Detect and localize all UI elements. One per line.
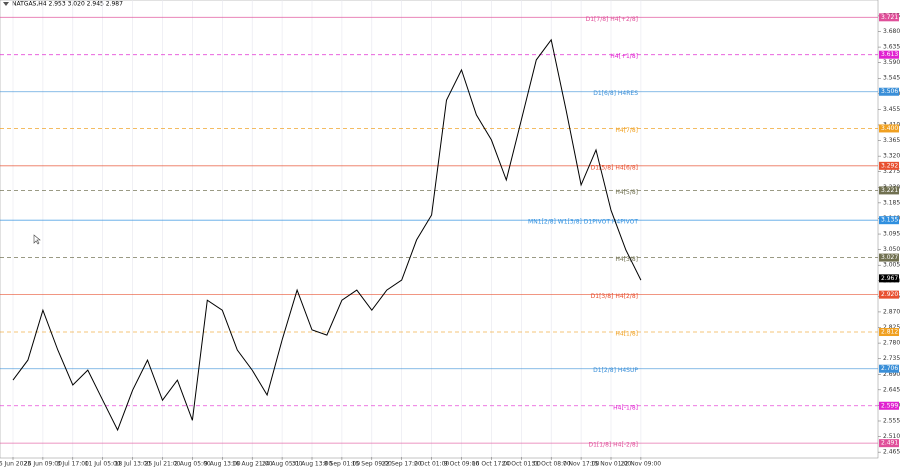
y-tick-label: 2.555 [883,417,900,424]
price-tag [879,50,899,59]
price-tag-label: 3.135 [881,217,898,224]
current-price-tag [879,274,899,283]
x-tick-label: 3 Jul 17:00 [57,461,89,468]
y-tick-label: 3.680 [883,28,900,35]
price-tag-label: 2.599 [881,402,898,409]
y-tick-label: 2.690 [883,371,900,378]
price-tag-label: 2.706 [881,365,898,372]
x-tick-label: 18 Jul 13:00 [115,461,151,468]
y-tick-label: 2.645 [883,386,900,393]
y-tick-label: 2.465 [883,449,900,456]
price-tag-label: 2.491 [881,440,898,447]
x-tick-label: 16 Aug 21:00 [232,461,273,468]
price-tag [879,328,899,337]
price-line [12,38,642,432]
x-tick-label: 15 Nov 01:00 [591,461,632,468]
y-tick-label: 3.455 [883,106,900,113]
x-tick-label: 7 Nov 17:00 [563,461,600,468]
y-tick-label: 2.780 [883,340,900,347]
price-tag-label: 3.506 [881,88,898,95]
price-tag [879,186,899,195]
y-tick-label: 3.005 [883,262,900,269]
x-tick-label: 22 Sep 17:00 [382,461,422,468]
y-tick-label: 3.545 [883,75,900,82]
x-tick-label: 31 Aug 13:00 [292,461,333,468]
x-tick-label: 2 Aug 05:00 [174,461,211,468]
price-tag [879,124,899,133]
y-tick-label: 3.275 [883,168,900,175]
x-tick-label: 24 Oct 01:00 [502,461,541,468]
x-tick-label: 9 Aug 13:00 [204,461,241,468]
y-tick-label: 3.320 [883,153,900,160]
chart-title: NATGAS,H4 2.953 3.020 2.945 2.987 [12,1,123,8]
symbol-icon [3,2,9,6]
plot-frame [0,0,879,459]
x-tick-label: 16 Jun 2023 [0,461,31,468]
price-tag [879,439,899,448]
level-label: H4[7/8] [615,127,638,134]
level-label: H4[+1/8] [610,53,638,60]
y-tick-label: 3.365 [883,137,900,144]
y-tick-label: 2.735 [883,355,900,362]
level-label: H4[-1/8] [613,404,638,411]
level-label: D1[2/8] H4SUP [593,367,638,374]
x-tick-label: 15 Sep 09:00 [352,461,392,468]
y-tick-label: 3.095 [883,231,900,238]
price-tag-label: 3.221 [881,187,898,194]
price-tag [879,161,899,170]
x-tick-label: 2 Oct 01:00 [414,461,449,468]
price-tag-label: 2.812 [881,329,898,336]
level-label: MN1[2/8] W1[3/8] D1PIVOT H4PIVOT [528,219,638,226]
x-tick-label: 11 Jul 05:00 [85,461,121,468]
level-label: H4[1/8] [615,331,638,338]
y-tick-label: 3.050 [883,246,900,253]
price-tag-label: 3.613 [881,51,898,58]
price-tag [879,290,899,299]
price-tag-label: 2.920 [881,291,898,298]
level-label: D1[6/8] H4RES [593,90,638,97]
level-label: D1[1/8] H4[-2/8] [588,442,638,449]
price-tag [879,87,899,96]
price-tag-label: 3.292 [881,162,898,169]
level-label: H4[3/8] [615,256,638,263]
price-tag [879,216,899,225]
y-tick-label: 2.825 [883,324,900,331]
y-tick-label: 3.635 [883,44,900,51]
y-tick-label: 3.185 [883,199,900,206]
price-tag-label: 3.400 [881,125,898,132]
price-tag [879,13,899,22]
x-tick-label: 9 Oct 09:00 [444,461,479,468]
x-tick-label: 31 Oct 08:00 [532,461,571,468]
price-tag [879,253,899,262]
mouse-cursor [33,234,41,245]
x-tick-label: 22 Nov 09:00 [621,461,662,468]
x-tick-label: 25 Jul 21:00 [145,461,181,468]
price-tag-label: 3.027 [881,254,898,261]
level-label: D1[7/8] H4[+2/8] [586,16,638,23]
level-label: D1[5/8] H4[6/8] [591,164,638,171]
x-tick-label: 24 Aug 05:00 [262,461,303,468]
price-tag-label: 3.721 [881,14,898,21]
x-tick-label: 8 Sep 01:00 [324,461,360,468]
x-tick-label: 26 Jun 09:00 [24,461,62,468]
current-price-label: 2.967 [881,275,898,282]
x-tick-label: 16 Oct 17:00 [472,461,511,468]
level-label: H4[5/8] [615,189,638,196]
y-tick-label: 2.510 [883,433,900,440]
level-label: D1[3/8] H4[2/8] [591,293,638,300]
price-tag [879,364,899,373]
price-tag [879,401,899,410]
y-tick-label: 3.590 [883,59,900,66]
y-tick-label: 2.870 [883,308,900,315]
